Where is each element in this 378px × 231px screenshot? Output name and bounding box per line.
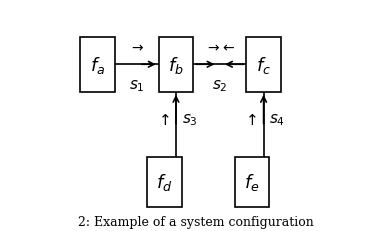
FancyBboxPatch shape (80, 37, 115, 93)
Text: $f_c$: $f_c$ (256, 55, 271, 76)
Text: $s_1$: $s_1$ (129, 78, 145, 93)
Text: $f_d$: $f_d$ (156, 172, 173, 193)
Text: 2: Example of a system configuration: 2: Example of a system configuration (78, 215, 314, 228)
Text: $f_b$: $f_b$ (168, 55, 184, 76)
Text: $\rightarrow$: $\rightarrow$ (129, 41, 144, 55)
FancyBboxPatch shape (147, 157, 182, 207)
FancyBboxPatch shape (235, 157, 270, 207)
Text: $s_4$: $s_4$ (270, 112, 285, 128)
Text: $f_a$: $f_a$ (90, 55, 105, 76)
FancyBboxPatch shape (159, 37, 193, 93)
Text: $s_3$: $s_3$ (182, 112, 198, 128)
Text: $\uparrow$: $\uparrow$ (243, 113, 258, 128)
Text: $\rightarrow\!\leftarrow$: $\rightarrow\!\leftarrow$ (204, 41, 235, 55)
FancyBboxPatch shape (246, 37, 281, 93)
Text: $\uparrow$: $\uparrow$ (156, 113, 170, 128)
Text: $s_2$: $s_2$ (212, 78, 228, 93)
Text: $f_e$: $f_e$ (244, 172, 260, 193)
